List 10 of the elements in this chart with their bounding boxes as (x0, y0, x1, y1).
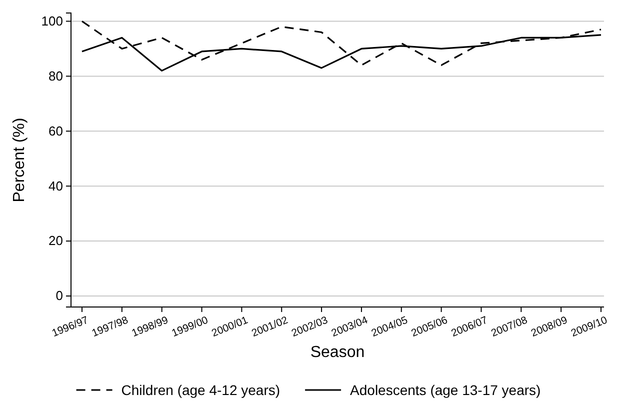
y-tick-label: 40 (48, 178, 63, 194)
y-tick-label: 80 (48, 68, 63, 84)
x-axis-title: Season (310, 344, 365, 361)
legend-label: Children (age 4-12 years) (121, 382, 280, 398)
y-tick-label: 60 (48, 123, 63, 138)
y-tick-label: 0 (56, 288, 63, 304)
legend-label: Adolescents (age 13-17 years) (350, 382, 541, 398)
y-tick-label: 100 (41, 13, 63, 28)
y-axis-title: Percent (%) (11, 118, 28, 202)
y-tick-label: 20 (48, 233, 63, 248)
